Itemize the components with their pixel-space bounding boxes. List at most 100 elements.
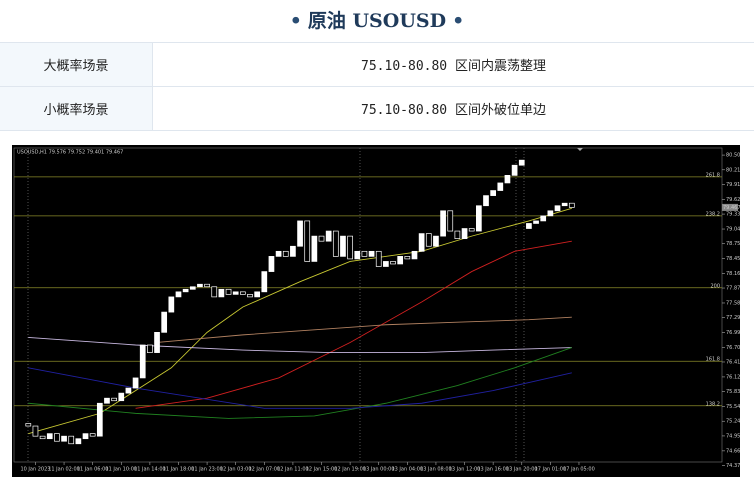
candle-body (418, 233, 425, 252)
scenario-table: 大概率场景 75.10-80.80 区间内震荡整理 小概率场景 75.10-80.8… (0, 42, 754, 131)
candle-body (497, 182, 504, 191)
candle-body (218, 288, 225, 298)
y-tick-label: 77.875 (726, 286, 740, 292)
candle-body (297, 220, 303, 247)
y-tick-label: 75.245 (726, 419, 740, 425)
candle-body (340, 235, 346, 257)
candle-body (404, 256, 411, 260)
candle-body (361, 250, 368, 257)
row: 小概率场景 75.10-80.80 区间外破位单边 (0, 86, 754, 131)
x-tick-label: 17 Jan 05:00 (563, 467, 595, 473)
moving-average (28, 336, 572, 354)
candle-body (475, 205, 482, 232)
candle-body (504, 174, 511, 184)
y-tick-label: 74.660 (726, 448, 740, 454)
candle-body (397, 256, 404, 265)
candle-body (104, 397, 110, 404)
x-tick-label: 12 Jan 11:00 (277, 467, 309, 473)
candle-body (368, 250, 375, 257)
candle-body (561, 202, 568, 207)
candle-body (168, 296, 175, 313)
fib-level-label: 261.8 (706, 172, 720, 178)
candle-body (490, 190, 497, 196)
y-tick-label: 74.955 (726, 433, 740, 439)
candle-body (332, 230, 339, 257)
candle-body (282, 250, 289, 257)
candle-body (375, 250, 382, 267)
candle-body (554, 205, 561, 212)
candle-body (239, 291, 246, 295)
y-tick-label: 79.625 (726, 197, 740, 203)
y-tick-label: 76.415 (726, 359, 740, 365)
candle-body (425, 233, 432, 247)
fib-level-label: 200 (710, 283, 720, 289)
candle-body (118, 392, 125, 402)
candle-body (32, 425, 39, 437)
moving-average (135, 240, 572, 409)
x-tick-label: 11 Jan 10:00 (105, 467, 137, 473)
candle-body (511, 164, 518, 176)
candle-body (440, 210, 446, 237)
y-tick-label: 77.580 (726, 300, 740, 306)
candle-body (318, 235, 325, 242)
candle-body (247, 294, 253, 298)
candle-body (54, 433, 60, 442)
cell: 75.10-80.80 区间内震荡整理 (152, 42, 754, 87)
header: • 原油 USOUSD • (289, 10, 465, 32)
candle-body (268, 256, 275, 272)
moving-average (28, 347, 572, 419)
candle-body (147, 344, 153, 353)
y-tick-label: 80.210 (726, 167, 740, 173)
x-tick-label: 11 Jan 23:00 (191, 467, 223, 473)
candle-body (275, 250, 282, 257)
candle-body (354, 250, 361, 260)
candle-body (125, 387, 132, 394)
x-tick-label: 13 Jan 12:00 (449, 467, 481, 473)
chart-background (12, 145, 740, 477)
plot-frame (13, 147, 723, 463)
candle-body (518, 159, 525, 166)
last-price-label: 79.467 (723, 205, 740, 211)
candle-body (533, 220, 539, 224)
y-tick-label: 79.040 (726, 227, 740, 233)
cell: 75.10-80.80 区间外破位单边 (152, 86, 754, 131)
y-tick-label: 79.915 (726, 182, 740, 188)
candle-body (311, 235, 318, 262)
moving-average (156, 316, 572, 343)
y-tick-label: 77.290 (726, 315, 740, 321)
x-tick-label: 12 Jan 19:00 (334, 467, 366, 473)
cell: 小概率场景 (0, 86, 153, 131)
candle-body (68, 435, 75, 445)
candle-body (175, 291, 182, 298)
candle-body (325, 230, 332, 242)
fib-level-label: 238.2 (706, 211, 720, 217)
candle-body (347, 235, 353, 260)
x-tick-label: 13 Jan 16:00 (477, 467, 509, 473)
candle-body (25, 423, 32, 427)
candle-body (461, 228, 468, 240)
candle-body (232, 291, 239, 295)
x-tick-label: 12 Jan 03:00 (220, 467, 252, 473)
candle-body (383, 261, 389, 267)
cell: 大概率场景 (0, 42, 153, 87)
candle-body (261, 271, 268, 293)
candle-body (547, 210, 554, 217)
x-tick-label: 10 Jan 2023 (20, 467, 50, 473)
y-tick-label: 74.370 (726, 463, 740, 469)
candle-body (82, 433, 89, 440)
x-tick-label: 13 Jan 04:00 (391, 467, 423, 473)
y-tick-label: 78.455 (726, 256, 740, 262)
candle-body (154, 331, 160, 353)
shift-marker (577, 148, 583, 151)
x-tick-label: 13 Jan 08:00 (420, 467, 452, 473)
candle-body (182, 288, 189, 293)
x-tick-label: 13 Jan 20:00 (506, 467, 538, 473)
candle-body (46, 433, 53, 440)
candle-body (111, 397, 117, 402)
x-tick-label: 11 Jan 14:00 (134, 467, 166, 473)
x-tick-label: 12 Jan 07:00 (248, 467, 280, 473)
candle-body (225, 288, 232, 295)
fib-level-label: 138.2 (706, 401, 720, 407)
candle-body (447, 210, 454, 232)
candle-body (204, 283, 210, 288)
